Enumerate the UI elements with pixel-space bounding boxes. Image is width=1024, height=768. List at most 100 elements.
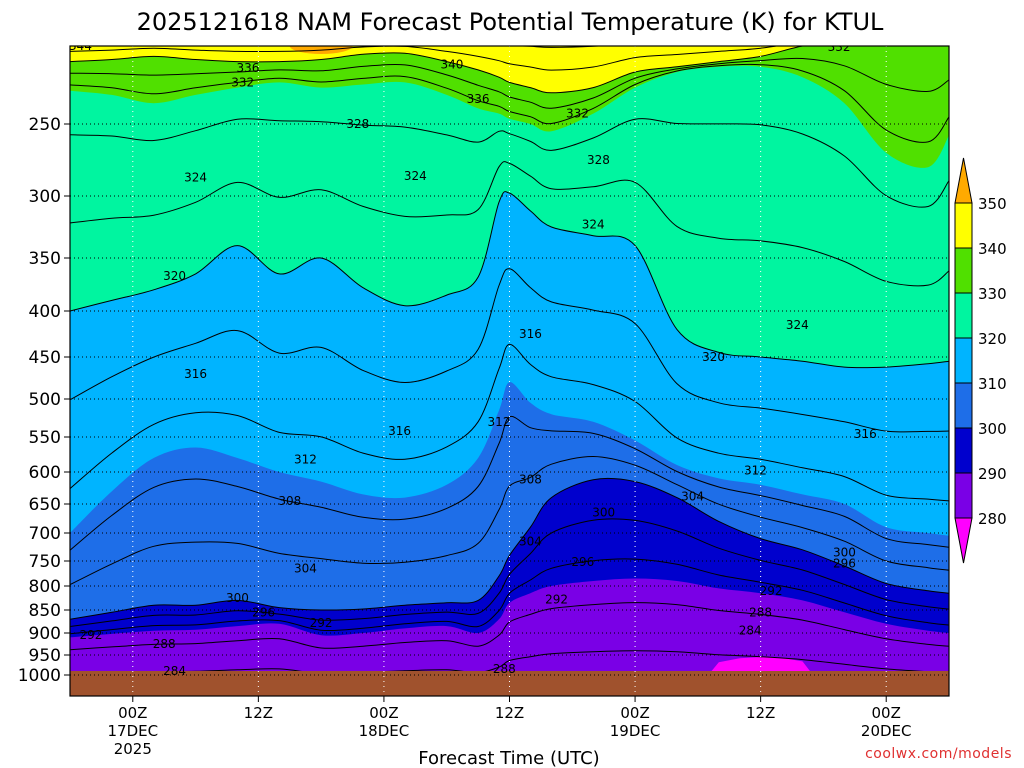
colorbar-band-300 [954,382,973,429]
contour-label: 288 [153,637,176,651]
y-tick-label: 450 [29,348,61,368]
colorbar-band-280 [954,472,973,519]
contour-label: 308 [278,494,301,508]
x-tick-label: 2025 [114,740,152,758]
x-tick-label: 00Z [872,704,901,722]
contour-label: 320 [163,269,186,283]
contour-label: 292 [310,616,333,630]
contour-label: 344 [69,39,92,53]
y-tick-label: 800 [29,577,61,597]
contour-312 [70,343,949,502]
contour-label: 328 [346,117,369,131]
y-tick-label: 500 [29,390,61,410]
y-tick-label: 350 [29,249,61,269]
y-tick-label: 400 [29,302,61,322]
y-tick-label: 900 [29,624,61,644]
contour-label: 312 [488,415,511,429]
contour-label: 332 [566,107,589,121]
contour-label: 304 [294,562,317,576]
contour-344 [70,46,780,71]
colorbar: 280 290 300 310 320 330 340 350 [954,157,1007,564]
x-tick-label: 12Z [244,704,273,722]
colorbar-bottom-arrow [954,517,973,564]
contour-label: 328 [587,153,610,167]
y-tick-label: 700 [29,524,61,544]
y-tick-label: 550 [29,428,61,448]
x-tick-label: 18DEC [359,722,410,740]
contour-label: 324 [582,218,605,232]
y-tick-label: 250 [29,115,61,135]
contour-label: 288 [493,662,516,676]
colorbar-label: 320 [978,330,1007,348]
colorbar-band-330 [954,247,973,294]
colorbar-band-340 [954,202,973,249]
contour-label: 324 [184,170,207,184]
contour-320 [70,191,949,369]
contour-292 [70,558,949,635]
contour-label: 312 [744,464,767,478]
contour-label: 284 [739,624,762,638]
contour-label: 332 [828,40,851,54]
credit-text: coolwx.com/models [865,746,1012,762]
chart-title: 2025121618 NAM Forecast Potential Temper… [137,8,884,36]
x-tick-label: 19DEC [610,722,661,740]
contour-label: 296 [833,557,856,571]
contour-label: 296 [571,555,594,569]
colorbar-label: 340 [978,240,1007,258]
contour-300 [70,477,949,620]
y-tick-label: 650 [29,495,61,515]
x-tick-label: 12Z [746,704,775,722]
contour-label: 292 [760,584,783,598]
x-axis-label: Forecast Time (UTC) [418,748,599,768]
colorbar-band-320 [954,292,973,339]
contour-label: 316 [184,367,207,381]
contour-label: 304 [519,534,542,548]
contour-284 [70,650,949,675]
contour-label: 332 [231,75,254,89]
x-tick-label: 20DEC [861,722,912,740]
contour-label: 300 [833,546,856,560]
y-tick-label: 950 [29,646,61,666]
contour-label: 284 [163,664,186,678]
contour-label: 316 [388,424,411,438]
colorbar-label: 330 [978,285,1007,303]
contour-label: 316 [854,427,877,441]
y-tick-label: 750 [29,552,61,572]
contour-label: 292 [79,628,102,642]
contour-label: 304 [681,489,704,503]
contour-label: 300 [226,591,249,605]
contour-328 [70,118,949,208]
colorbar-label: 280 [978,510,1007,528]
contour-296 [70,518,949,627]
y-axis: 250 300 350 400 450 500 550 600 650 700 750 800 850 9… [18,115,70,686]
contour-label: 300 [592,506,615,520]
contour-324 [70,161,949,287]
contour-label: 324 [786,318,809,332]
contour-label: 288 [749,605,772,619]
y-tick-label: 300 [29,187,61,207]
contour-label: 316 [519,327,542,341]
colorbar-label: 350 [978,195,1007,213]
contour-label: 296 [252,605,275,619]
x-tick-label: 12Z [495,704,524,722]
contour-label: 340 [440,58,463,72]
colorbar-band-290 [954,427,973,474]
contour-316 [70,268,949,433]
contour-label: 336 [467,92,490,106]
contour-label: 324 [404,169,427,183]
colorbar-top-arrow [954,157,973,204]
x-tick-label: 00Z [620,704,649,722]
y-tick-label: 1000 [18,666,61,686]
y-tick-label: 850 [29,601,61,621]
contour-label: 312 [294,452,317,466]
contour-label: 292 [545,592,568,606]
colorbar-label: 310 [978,375,1007,393]
y-tick-label: 600 [29,463,61,483]
grid-lines [70,46,949,696]
x-tick-label: 00Z [118,704,147,722]
